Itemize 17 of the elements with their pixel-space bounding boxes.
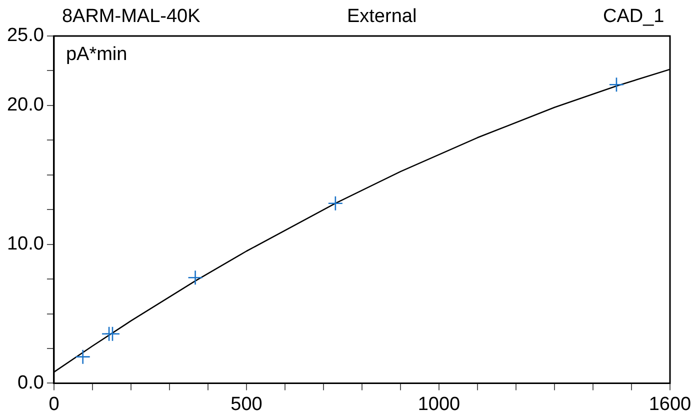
point bbox=[608, 76, 624, 92]
point bbox=[75, 349, 91, 364]
point bbox=[328, 196, 344, 211]
x-tick-label: 1600 bbox=[648, 394, 692, 415]
point bbox=[104, 326, 120, 342]
point bbox=[188, 270, 203, 286]
y-tick-label: 20.0 bbox=[6, 94, 44, 116]
text: CAD_1 bbox=[603, 6, 664, 28]
y-tick-label: 25.0 bbox=[6, 25, 44, 46]
chart-title: External bbox=[346, 6, 417, 28]
x-tick-label: 0 bbox=[48, 394, 60, 415]
text: 8ARM-MAL-40K bbox=[62, 6, 200, 28]
x-tick-label: 500 bbox=[230, 394, 262, 415]
x-tick-label: 1000 bbox=[418, 394, 460, 415]
y-tick-label: 0.0 bbox=[18, 372, 44, 394]
y-axis-title: pA*min bbox=[66, 44, 128, 66]
y-tick-label: 10.0 bbox=[6, 234, 44, 255]
